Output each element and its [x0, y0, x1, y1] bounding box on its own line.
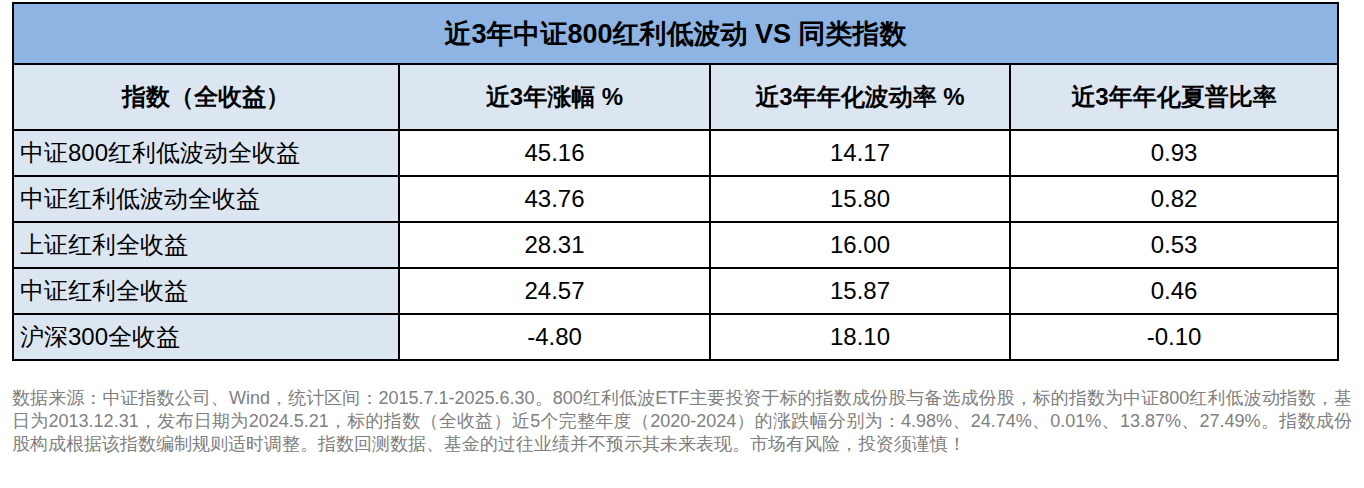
value-sharpe: 0.82 [1010, 176, 1338, 222]
row-label: 中证红利全收益 [13, 268, 399, 314]
value-volatility: 16.00 [710, 222, 1010, 268]
row-label: 上证红利全收益 [13, 222, 399, 268]
value-change: 43.76 [399, 176, 710, 222]
value-volatility: 15.87 [710, 268, 1010, 314]
column-header-change: 近3年涨幅 % [399, 64, 710, 130]
table-row: 上证红利全收益 28.31 16.00 0.53 [13, 222, 1338, 268]
column-header-volatility: 近3年年化波动率 % [710, 64, 1010, 130]
value-sharpe: -0.10 [1010, 314, 1338, 360]
value-volatility: 15.80 [710, 176, 1010, 222]
row-label: 沪深300全收益 [13, 314, 399, 360]
table-row: 沪深300全收益 -4.80 18.10 -0.10 [13, 314, 1338, 360]
value-volatility: 14.17 [710, 130, 1010, 176]
index-comparison-table: 近3年中证800红利低波动 VS 同类指数 指数（全收益） 近3年涨幅 % 近3… [12, 2, 1339, 361]
value-change: 24.57 [399, 268, 710, 314]
value-change: -4.80 [399, 314, 710, 360]
table-title-row: 近3年中证800红利低波动 VS 同类指数 [13, 3, 1338, 64]
table-row: 中证红利全收益 24.57 15.87 0.46 [13, 268, 1338, 314]
value-change: 45.16 [399, 130, 710, 176]
table-row: 中证红利低波动全收益 43.76 15.80 0.82 [13, 176, 1338, 222]
value-sharpe: 0.93 [1010, 130, 1338, 176]
column-header-sharpe: 近3年年化夏普比率 [1010, 64, 1338, 130]
value-sharpe: 0.46 [1010, 268, 1338, 314]
table-row: 中证800红利低波动全收益 45.16 14.17 0.93 [13, 130, 1338, 176]
value-sharpe: 0.53 [1010, 222, 1338, 268]
table-title: 近3年中证800红利低波动 VS 同类指数 [13, 3, 1338, 64]
value-change: 28.31 [399, 222, 710, 268]
table-header-row: 指数（全收益） 近3年涨幅 % 近3年年化波动率 % 近3年年化夏普比率 [13, 64, 1338, 130]
value-volatility: 18.10 [710, 314, 1010, 360]
column-header-index: 指数（全收益） [13, 64, 399, 130]
row-label: 中证800红利低波动全收益 [13, 130, 399, 176]
data-source-disclaimer: 数据来源：中证指数公司、Wind，统计区间：2015.7.1-2025.6.30… [12, 387, 1352, 456]
row-label: 中证红利低波动全收益 [13, 176, 399, 222]
